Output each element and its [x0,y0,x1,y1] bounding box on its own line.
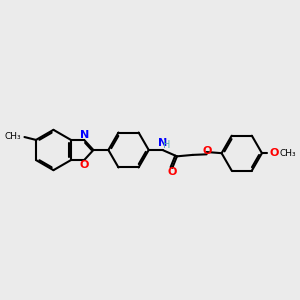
Text: CH₃: CH₃ [5,132,22,141]
Text: O: O [269,148,278,158]
Text: N: N [158,138,167,148]
Text: N: N [80,130,89,140]
Text: O: O [79,160,88,170]
Text: O: O [167,167,176,178]
Text: CH₃: CH₃ [280,149,296,158]
Text: H: H [163,140,170,150]
Text: O: O [202,146,212,156]
